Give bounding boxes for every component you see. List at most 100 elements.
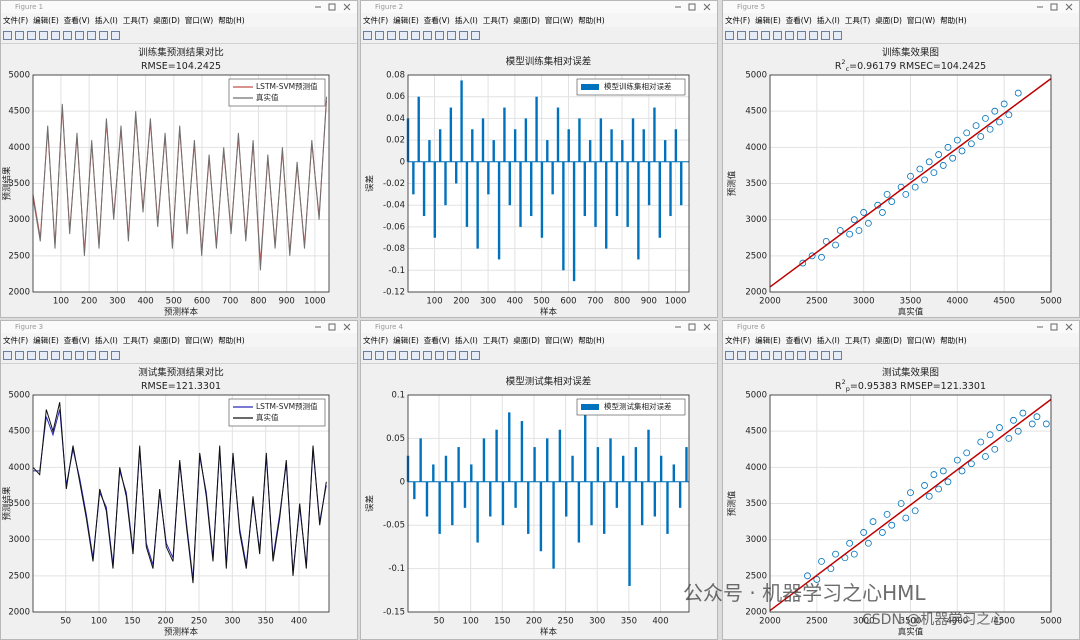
toolbar-button[interactable] xyxy=(375,30,384,40)
toolbar-button[interactable] xyxy=(99,30,108,40)
toolbar-button[interactable] xyxy=(15,30,24,40)
menu-item[interactable]: 插入(I) xyxy=(94,15,118,25)
menu-item[interactable]: 插入(I) xyxy=(816,15,840,25)
toolbar-button[interactable] xyxy=(833,30,842,40)
menu-item[interactable]: 桌面(D) xyxy=(875,335,902,345)
menu-item[interactable]: 文件(F) xyxy=(363,335,389,345)
toolbar-button[interactable] xyxy=(387,350,396,360)
toolbar-button[interactable] xyxy=(423,350,432,360)
menu-item[interactable]: 桌面(D) xyxy=(153,15,180,25)
maximize-button[interactable] xyxy=(328,323,336,331)
menu-item[interactable]: 帮助(H) xyxy=(218,15,245,25)
menu-item[interactable]: 帮助(H) xyxy=(940,335,967,345)
toolbar-button[interactable] xyxy=(3,30,12,40)
toolbar-button[interactable] xyxy=(773,30,782,40)
toolbar-button[interactable] xyxy=(749,30,758,40)
toolbar-button[interactable] xyxy=(87,350,96,360)
toolbar-button[interactable] xyxy=(375,350,384,360)
toolbar-button[interactable] xyxy=(821,30,830,40)
toolbar-button[interactable] xyxy=(725,30,734,40)
menu-item[interactable]: 插入(I) xyxy=(454,15,478,25)
toolbar-button[interactable] xyxy=(737,350,746,360)
menu-item[interactable]: 查看(V) xyxy=(423,335,450,345)
menu-item[interactable]: 编辑(E) xyxy=(755,15,781,25)
toolbar-button[interactable] xyxy=(75,30,84,40)
toolbar-button[interactable] xyxy=(363,350,372,360)
close-button[interactable] xyxy=(343,323,351,331)
toolbar-button[interactable] xyxy=(39,30,48,40)
menu-item[interactable]: 编辑(E) xyxy=(393,335,419,345)
toolbar-button[interactable] xyxy=(471,350,480,360)
toolbar-button[interactable] xyxy=(111,350,120,360)
menu-item[interactable]: 编辑(E) xyxy=(393,15,419,25)
toolbar-button[interactable] xyxy=(435,350,444,360)
close-button[interactable] xyxy=(703,323,711,331)
toolbar-button[interactable] xyxy=(471,30,480,40)
toolbar-button[interactable] xyxy=(87,30,96,40)
toolbar-button[interactable] xyxy=(3,350,12,360)
toolbar-button[interactable] xyxy=(761,350,770,360)
menu-item[interactable]: 桌面(D) xyxy=(513,15,540,25)
toolbar-button[interactable] xyxy=(363,30,372,40)
menu-item[interactable]: 桌面(D) xyxy=(153,335,180,345)
toolbar-button[interactable] xyxy=(749,350,758,360)
menu-item[interactable]: 帮助(H) xyxy=(218,335,245,345)
toolbar-button[interactable] xyxy=(821,350,830,360)
toolbar-button[interactable] xyxy=(447,350,456,360)
menu-item[interactable]: 窗口(W) xyxy=(184,335,214,345)
menu-item[interactable]: 查看(V) xyxy=(423,15,450,25)
toolbar-button[interactable] xyxy=(15,350,24,360)
menu-item[interactable]: 桌面(D) xyxy=(875,15,902,25)
menu-item[interactable]: 插入(I) xyxy=(816,335,840,345)
toolbar-button[interactable] xyxy=(773,350,782,360)
menu-item[interactable]: 编辑(E) xyxy=(33,335,59,345)
menu-item[interactable]: 窗口(W) xyxy=(184,15,214,25)
toolbar-button[interactable] xyxy=(447,30,456,40)
toolbar-button[interactable] xyxy=(423,30,432,40)
menu-item[interactable]: 文件(F) xyxy=(3,15,29,25)
toolbar-button[interactable] xyxy=(99,350,108,360)
toolbar-button[interactable] xyxy=(27,350,36,360)
menu-item[interactable]: 窗口(W) xyxy=(906,335,936,345)
menu-item[interactable]: 查看(V) xyxy=(785,335,812,345)
toolbar-button[interactable] xyxy=(809,350,818,360)
toolbar-button[interactable] xyxy=(459,350,468,360)
menu-item[interactable]: 工具(T) xyxy=(482,335,509,345)
menu-item[interactable]: 插入(I) xyxy=(454,335,478,345)
toolbar-button[interactable] xyxy=(411,350,420,360)
toolbar-button[interactable] xyxy=(761,30,770,40)
menu-item[interactable]: 编辑(E) xyxy=(33,15,59,25)
toolbar-button[interactable] xyxy=(725,350,734,360)
toolbar-button[interactable] xyxy=(833,350,842,360)
menu-item[interactable]: 工具(T) xyxy=(482,15,509,25)
menu-item[interactable]: 帮助(H) xyxy=(940,15,967,25)
close-button[interactable] xyxy=(1065,323,1073,331)
toolbar-button[interactable] xyxy=(797,30,806,40)
maximize-button[interactable] xyxy=(328,3,336,11)
menu-item[interactable]: 插入(I) xyxy=(94,335,118,345)
menu-item[interactable]: 窗口(W) xyxy=(544,335,574,345)
menu-item[interactable]: 查看(V) xyxy=(785,15,812,25)
menu-item[interactable]: 工具(T) xyxy=(122,335,149,345)
toolbar-button[interactable] xyxy=(387,30,396,40)
menu-item[interactable]: 查看(V) xyxy=(63,15,90,25)
toolbar-button[interactable] xyxy=(75,350,84,360)
toolbar-button[interactable] xyxy=(39,350,48,360)
close-button[interactable] xyxy=(1065,3,1073,11)
toolbar-button[interactable] xyxy=(459,30,468,40)
maximize-button[interactable] xyxy=(688,323,696,331)
toolbar-button[interactable] xyxy=(111,30,120,40)
menu-item[interactable]: 工具(T) xyxy=(844,335,871,345)
menu-item[interactable]: 文件(F) xyxy=(363,15,389,25)
toolbar-button[interactable] xyxy=(399,350,408,360)
menu-item[interactable]: 文件(F) xyxy=(725,15,751,25)
close-button[interactable] xyxy=(343,3,351,11)
menu-item[interactable]: 帮助(H) xyxy=(578,335,605,345)
menu-item[interactable]: 文件(F) xyxy=(3,335,29,345)
menu-item[interactable]: 窗口(W) xyxy=(544,15,574,25)
toolbar-button[interactable] xyxy=(51,350,60,360)
menu-item[interactable]: 工具(T) xyxy=(122,15,149,25)
toolbar-button[interactable] xyxy=(435,30,444,40)
toolbar-button[interactable] xyxy=(63,30,72,40)
maximize-button[interactable] xyxy=(688,3,696,11)
